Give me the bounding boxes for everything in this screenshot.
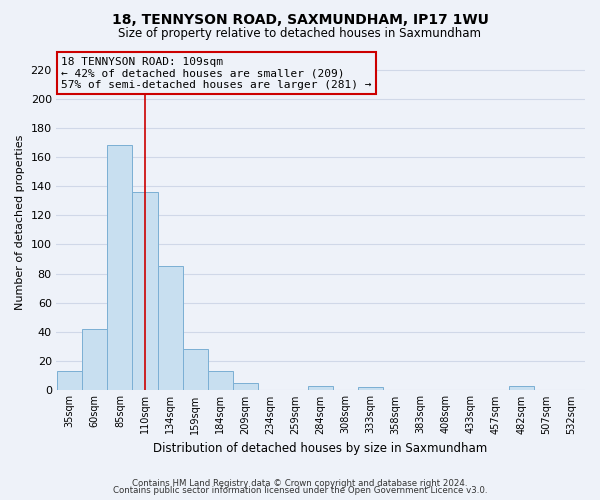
Bar	[358, 387, 383, 390]
Text: 18 TENNYSON ROAD: 109sqm
← 42% of detached houses are smaller (209)
57% of semi-: 18 TENNYSON ROAD: 109sqm ← 42% of detach…	[61, 56, 372, 90]
Bar	[158, 266, 182, 390]
Bar	[133, 192, 158, 390]
Text: Size of property relative to detached houses in Saxmundham: Size of property relative to detached ho…	[119, 28, 482, 40]
Text: 18, TENNYSON ROAD, SAXMUNDHAM, IP17 1WU: 18, TENNYSON ROAD, SAXMUNDHAM, IP17 1WU	[112, 12, 488, 26]
Bar	[107, 146, 133, 390]
Text: Contains HM Land Registry data © Crown copyright and database right 2024.: Contains HM Land Registry data © Crown c…	[132, 478, 468, 488]
X-axis label: Distribution of detached houses by size in Saxmundham: Distribution of detached houses by size …	[154, 442, 488, 455]
Bar	[233, 383, 258, 390]
Bar	[82, 329, 107, 390]
Bar	[208, 371, 233, 390]
Y-axis label: Number of detached properties: Number of detached properties	[15, 135, 25, 310]
Bar	[509, 386, 533, 390]
Bar	[57, 371, 82, 390]
Bar	[182, 350, 208, 390]
Text: Contains public sector information licensed under the Open Government Licence v3: Contains public sector information licen…	[113, 486, 487, 495]
Bar	[308, 386, 333, 390]
